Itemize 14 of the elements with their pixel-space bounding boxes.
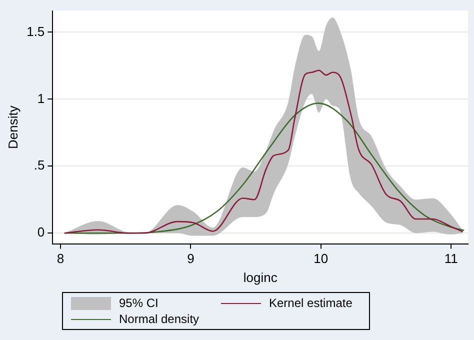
x-tick-label: 10 xyxy=(314,251,328,266)
line-series xyxy=(64,70,464,234)
x-axis-title: loginc xyxy=(243,270,278,285)
text: 95% CI xyxy=(119,296,158,310)
x-tick-label: 8 xyxy=(56,251,64,266)
y-tick-label: 1.5 xyxy=(26,24,45,39)
y-axis-title: Density xyxy=(5,105,20,149)
legend-label: Kernel estimate xyxy=(269,296,352,310)
legend-label: Normal density xyxy=(119,312,200,326)
y-tick-label: 1 xyxy=(37,90,45,106)
y-tick-label: 0 xyxy=(37,224,45,240)
x-tick-label: 11 xyxy=(444,251,458,266)
y-tick-label: .5 xyxy=(34,158,45,173)
x-tick-label: 9 xyxy=(187,251,194,266)
